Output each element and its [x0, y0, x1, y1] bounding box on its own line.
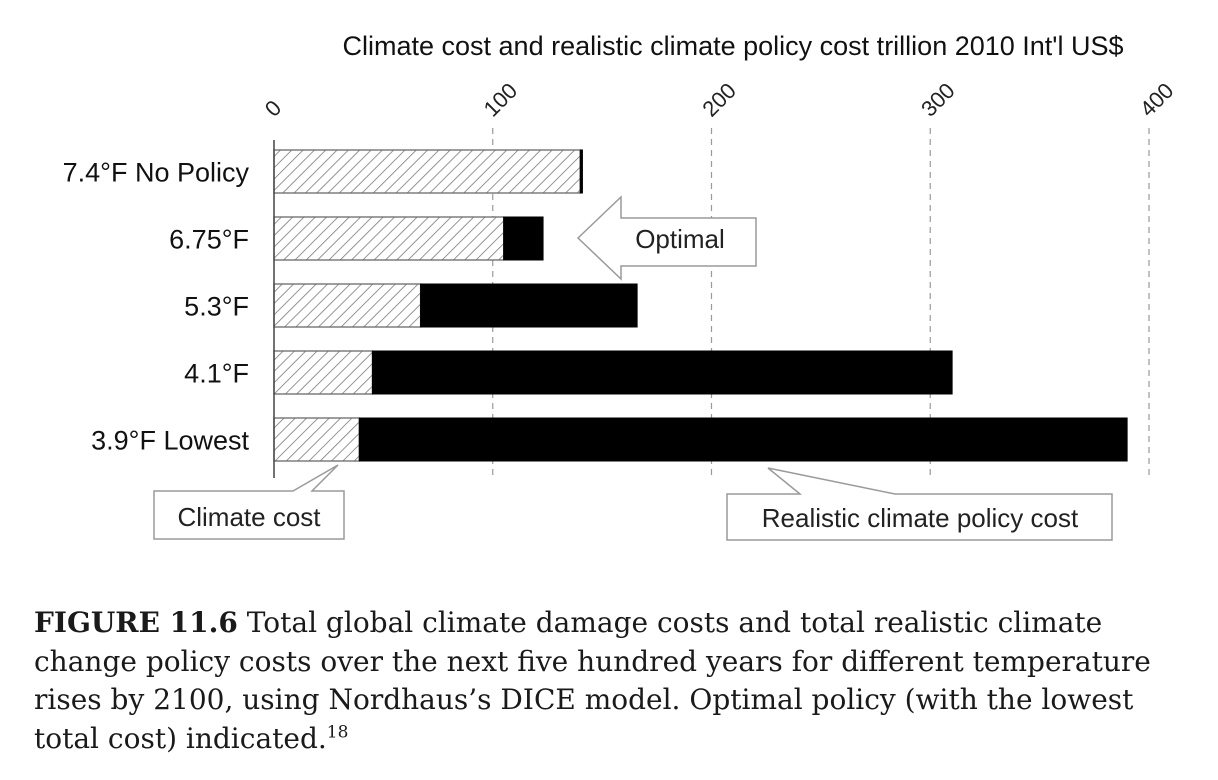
category-label: 5.3°F — [184, 292, 249, 322]
chart-title: Climate cost and realistic climate polic… — [343, 31, 1124, 61]
optimal-arrow-shape — [576, 195, 757, 281]
bar-climate-cost — [273, 149, 581, 194]
climate-cost-callout: Climate cost — [153, 464, 345, 540]
bar-policy-cost — [579, 149, 583, 194]
x-tick-label-0: 0 — [260, 95, 286, 121]
bar-climate-cost — [273, 283, 422, 328]
x-tick-label-300: 300 — [916, 78, 960, 122]
category-label: 7.4°F No Policy — [63, 158, 250, 188]
bars — [273, 149, 1128, 462]
policy-cost-callout-box — [726, 467, 1113, 541]
x-tick-label-200: 200 — [697, 78, 741, 122]
bar-policy-cost — [420, 283, 638, 328]
x-tick-label-100: 100 — [479, 78, 523, 122]
bar-climate-cost — [273, 417, 360, 462]
policy-cost-callout: Realistic climate policy cost — [726, 467, 1113, 541]
bar-policy-cost — [503, 216, 544, 261]
figure-caption: FIGURE 11.6 Total global climate damage … — [34, 604, 1204, 758]
bar-policy-cost — [358, 417, 1128, 462]
category-labels: 7.4°F No Policy 6.75°F 5.3°F 4.1°F 3.9°F Low… — [63, 158, 250, 456]
bar-climate-cost — [273, 350, 374, 395]
category-label: 6.75°F — [169, 225, 249, 255]
climate-cost-callout-box — [153, 464, 345, 540]
optimal-callout: Optimal — [576, 195, 757, 281]
x-tick-label-400: 400 — [1135, 78, 1179, 122]
category-label: 3.9°F Lowest — [91, 426, 249, 456]
policy-cost-label: Realistic climate policy cost — [762, 503, 1079, 533]
optimal-label: Optimal — [635, 224, 725, 254]
x-tick-labels: 0 100 200 300 400 — [260, 78, 1179, 122]
caption-text: Total global climate damage costs and to… — [34, 606, 1151, 755]
footnote-marker: 18 — [326, 722, 349, 743]
bar-chart: Climate cost and realistic climate polic… — [63, 31, 1179, 541]
bar-climate-cost — [273, 216, 505, 261]
category-label: 4.1°F — [184, 359, 249, 389]
climate-cost-label: Climate cost — [177, 502, 321, 532]
figure-label: FIGURE 11.6 — [34, 606, 238, 639]
bar-policy-cost — [371, 350, 953, 395]
